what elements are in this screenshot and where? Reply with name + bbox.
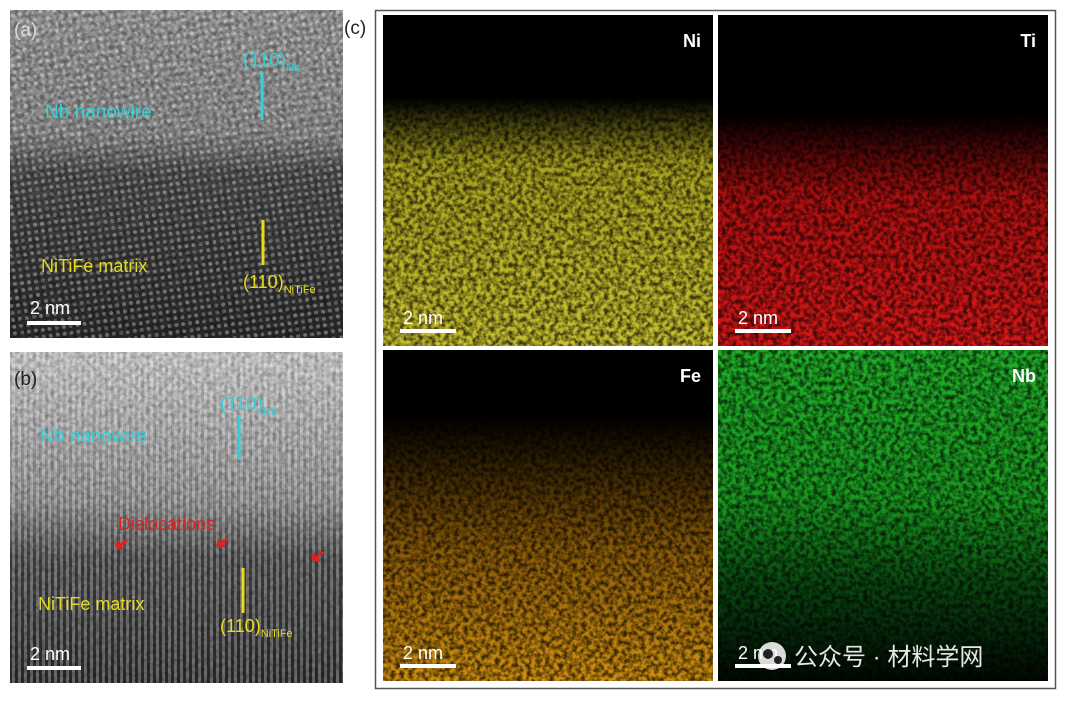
plane-label: (110)Nb (220, 394, 277, 418)
scale-bar (400, 664, 456, 668)
noise-texture (718, 15, 1048, 346)
scale-bar (27, 321, 81, 325)
plane-label: (110)NiTiFe (220, 616, 293, 640)
panel-label: (b) (14, 369, 37, 390)
panel-label: (c) (344, 18, 366, 39)
eds-map: Nb2 nm (718, 350, 1048, 681)
eds-map: Ni 2 nm (383, 15, 713, 346)
scale-bar-label: 2 nm (30, 298, 70, 318)
element-label: Fe (680, 366, 701, 386)
noise-texture (383, 350, 713, 681)
scale-bar (400, 329, 456, 333)
region-label: Nb nanowire (45, 102, 152, 123)
panel-c: (c) Ni 2 nm Ti 2 nm Fe 2 nm Nb2 nm (344, 9, 1057, 690)
noise-texture (383, 15, 713, 346)
scale-bar-label: 2 nm (738, 308, 778, 328)
plane-label: (110)NiTiFe (243, 272, 316, 296)
arrow (311, 550, 324, 562)
region-label: NiTiFe matrix (41, 256, 147, 276)
defect-label: Dislocations (118, 514, 215, 534)
plane-label: (110)Nb (243, 50, 300, 74)
eds-map: Ti 2 nm (718, 15, 1048, 346)
panel-a: (a) (110)Nb Nb nanowire NiTiFe matrix (1… (10, 10, 343, 338)
watermark-icon (763, 649, 773, 659)
eds-maps: Ni 2 nm Ti 2 nm Fe 2 nm Nb2 nm (383, 15, 1048, 681)
noise-texture (10, 10, 343, 338)
region-label: NiTiFe matrix (38, 594, 144, 614)
noise-texture (718, 350, 1048, 681)
watermark-text: 公众号 · 材料学网 (794, 644, 983, 671)
watermark-icon (774, 656, 782, 664)
scale-bar (735, 329, 791, 333)
scale-bar-label: 2 nm (403, 643, 443, 663)
region-label: Nb nanowire (40, 426, 147, 447)
eds-map: Fe 2 nm (383, 350, 713, 681)
scale-bar-label: 2 nm (30, 644, 70, 664)
scale-bar (27, 666, 81, 670)
panel-label: (a) (14, 20, 37, 41)
element-label: Ti (1020, 31, 1036, 51)
element-label: Nb (1012, 366, 1036, 386)
element-label: Ni (683, 31, 701, 51)
noise-texture (10, 352, 343, 683)
arrow (216, 536, 229, 548)
panel-b: (b) (110)Nb Nb nanowire Dislocations NiT… (10, 352, 343, 683)
watermark: 公众号 · 材料学网 (758, 642, 983, 671)
scale-bar-label: 2 nm (403, 308, 443, 328)
arrow (115, 538, 128, 550)
